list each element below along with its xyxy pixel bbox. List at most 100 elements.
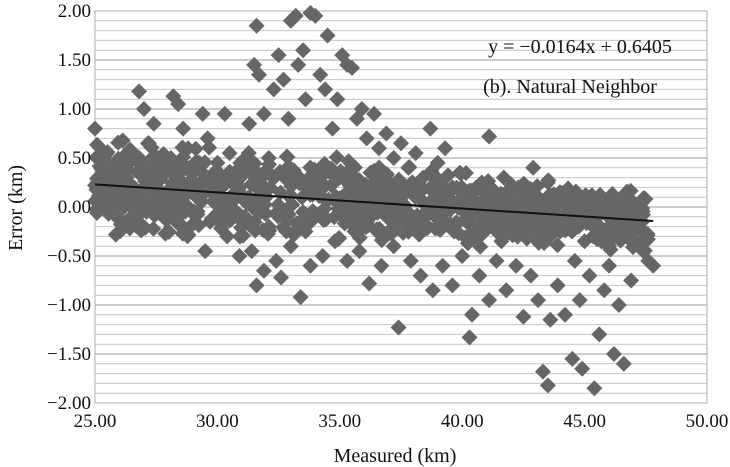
data-point	[344, 59, 361, 76]
data-point	[351, 243, 368, 260]
data-point	[543, 226, 560, 243]
data-point	[412, 267, 429, 284]
data-point	[193, 193, 210, 210]
data-point	[361, 275, 378, 292]
data-point	[448, 179, 465, 196]
y-tick-label: −1.00	[47, 295, 91, 316]
data-point	[196, 154, 213, 171]
y-tick-label: −2.00	[47, 393, 91, 414]
data-point	[197, 243, 214, 260]
x-tick-label: 30.00	[196, 411, 239, 432]
data-point	[509, 228, 526, 245]
data-point	[549, 277, 566, 294]
y-tick-label: 1.50	[58, 50, 91, 71]
data-point	[499, 216, 516, 233]
data-point	[440, 167, 457, 184]
data-point	[444, 277, 461, 294]
y-tick-label: 0.50	[58, 148, 91, 169]
data-point	[566, 214, 583, 231]
data-point	[211, 178, 228, 195]
data-point	[520, 191, 537, 208]
data-point	[297, 91, 314, 108]
data-point	[231, 178, 248, 195]
x-tick-label: 40.00	[441, 411, 484, 432]
data-point	[175, 120, 192, 137]
y-axis-title: Error (km)	[5, 165, 27, 251]
data-point	[378, 166, 395, 183]
data-point	[109, 210, 126, 227]
data-point	[404, 174, 421, 191]
data-point	[378, 125, 395, 142]
data-point	[515, 308, 532, 325]
data-point	[131, 83, 148, 100]
data-point	[437, 140, 454, 157]
data-point	[393, 135, 409, 152]
points-layer	[87, 4, 662, 397]
data-point	[373, 257, 390, 274]
data-point	[419, 220, 436, 237]
data-point	[571, 292, 588, 309]
data-point	[463, 182, 480, 199]
data-point	[278, 171, 295, 188]
x-tick-label: 35.00	[318, 411, 361, 432]
data-point	[522, 215, 539, 232]
data-point	[534, 363, 551, 380]
data-point	[393, 175, 410, 192]
data-point	[145, 115, 162, 132]
data-point	[366, 105, 383, 122]
data-point	[248, 277, 265, 294]
trendline	[94, 183, 654, 223]
data-point	[402, 252, 419, 269]
x-tick-label: 25.00	[74, 411, 117, 432]
data-point	[601, 257, 618, 274]
data-point	[328, 149, 345, 166]
data-point	[522, 267, 539, 284]
data-point	[537, 194, 554, 211]
data-point	[216, 105, 233, 122]
data-point	[358, 217, 375, 234]
data-point	[432, 179, 449, 196]
data-point	[122, 141, 139, 158]
data-point	[379, 182, 396, 199]
data-point	[174, 139, 191, 156]
data-point	[265, 81, 282, 98]
data-point	[312, 66, 329, 83]
data-point	[493, 228, 510, 245]
data-point	[380, 226, 397, 243]
data-point	[260, 218, 277, 235]
data-point	[481, 292, 498, 309]
data-point	[187, 140, 204, 157]
data-point	[339, 252, 356, 269]
data-point	[282, 238, 299, 255]
data-point	[241, 115, 258, 132]
data-point	[279, 148, 296, 165]
data-point	[157, 225, 174, 242]
data-point	[170, 96, 187, 113]
data-point	[251, 66, 268, 83]
data-point	[330, 230, 347, 247]
data-point	[488, 252, 505, 269]
data-point	[401, 159, 418, 176]
data-point	[542, 311, 559, 328]
data-point	[525, 159, 542, 176]
data-point	[445, 194, 462, 211]
data-point	[557, 197, 574, 214]
data-point	[244, 216, 261, 233]
data-point	[246, 155, 263, 172]
method-label: (b). Natural Neighbor	[483, 76, 657, 98]
x-tick-label: 50.00	[686, 411, 729, 432]
data-point	[233, 208, 250, 225]
data-point	[270, 47, 287, 64]
data-point	[569, 186, 586, 203]
data-point	[213, 196, 230, 213]
data-point	[464, 224, 481, 241]
data-point	[221, 145, 238, 162]
data-point	[319, 27, 336, 44]
data-point	[292, 289, 309, 306]
data-point	[481, 128, 498, 145]
data-point	[125, 197, 142, 214]
data-point	[146, 207, 163, 224]
data-point	[248, 17, 265, 34]
data-point	[370, 140, 387, 157]
